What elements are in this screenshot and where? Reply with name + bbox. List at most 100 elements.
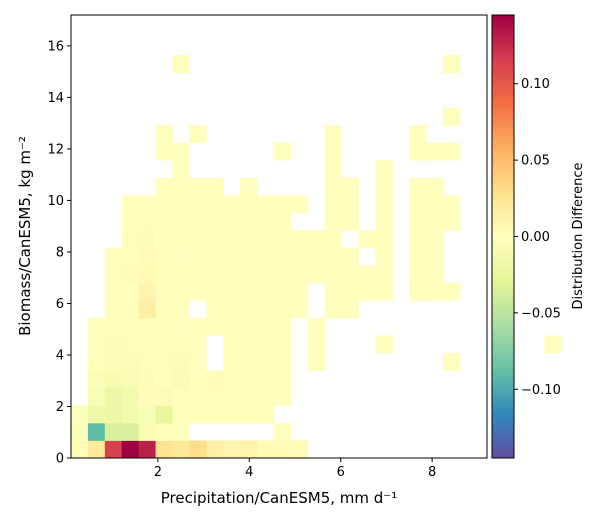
heatmap-cell bbox=[257, 195, 275, 214]
heatmap-cell bbox=[172, 160, 190, 179]
y-tick-label: 16 bbox=[47, 39, 64, 54]
x-tick-label: 6 bbox=[337, 465, 345, 480]
heatmap-cell bbox=[172, 247, 190, 266]
heatmap-cell bbox=[71, 422, 89, 441]
heatmap-cell bbox=[223, 212, 241, 231]
heatmap-cell bbox=[240, 440, 258, 459]
x-axis-ticks: 2 4 6 8 bbox=[154, 458, 436, 480]
heatmap-cell bbox=[443, 282, 461, 301]
heatmap-cell bbox=[273, 142, 292, 161]
y-tick-label: 6 bbox=[56, 297, 64, 312]
heatmap-cell bbox=[240, 282, 258, 301]
heatmap-cell bbox=[206, 405, 224, 424]
heatmap-cell bbox=[189, 125, 207, 144]
heatmap-cell bbox=[87, 352, 106, 371]
heatmap-cell bbox=[189, 370, 207, 389]
heatmap-cell bbox=[324, 195, 343, 214]
heatmap-cell bbox=[223, 282, 241, 301]
y-tick-label: 0 bbox=[56, 452, 64, 467]
heatmap-cell bbox=[341, 282, 359, 301]
heatmap-cell bbox=[358, 230, 376, 249]
heatmap-cell bbox=[206, 230, 224, 249]
heatmap-cell bbox=[223, 352, 241, 371]
heatmap-cell bbox=[443, 212, 461, 231]
heatmap-cell bbox=[172, 195, 190, 214]
heatmap-cell bbox=[257, 387, 275, 406]
heatmap-cell bbox=[240, 195, 258, 214]
heatmap-cell bbox=[206, 387, 224, 406]
heatmap-cell bbox=[409, 195, 427, 214]
heatmap-cell bbox=[426, 142, 444, 161]
heatmap-cell bbox=[87, 317, 106, 336]
heatmap-cell bbox=[341, 195, 359, 214]
heatmap-cell bbox=[155, 422, 173, 441]
heatmap-cell bbox=[273, 317, 292, 336]
heatmap-cell bbox=[189, 177, 207, 196]
heatmap-cell bbox=[257, 440, 275, 459]
heatmap-cell bbox=[155, 300, 173, 319]
heatmap-cell bbox=[189, 317, 207, 336]
heatmap-cell bbox=[273, 195, 292, 214]
heatmap-cell bbox=[273, 282, 292, 301]
colorbar bbox=[491, 14, 515, 459]
heatmap-cell bbox=[172, 212, 190, 231]
heatmap-cell bbox=[172, 422, 190, 441]
heatmap-cell bbox=[138, 405, 156, 424]
heatmap-cell bbox=[223, 317, 241, 336]
heatmap-cell bbox=[172, 265, 190, 284]
heatmap-cell bbox=[206, 195, 224, 214]
heatmap-cell bbox=[375, 282, 393, 301]
heatmap-cell bbox=[138, 335, 156, 354]
heatmap-cell bbox=[240, 317, 258, 336]
heatmap-cell bbox=[172, 370, 190, 389]
heatmap-cell bbox=[240, 247, 258, 266]
heatmap-cell bbox=[71, 440, 89, 459]
heatmap-cell bbox=[189, 387, 207, 406]
heatmap-cell bbox=[138, 422, 156, 441]
heatmap-cell bbox=[341, 265, 359, 284]
heatmap-cell bbox=[189, 282, 207, 301]
heatmap-cell bbox=[189, 405, 207, 424]
heatmap-cell bbox=[189, 212, 207, 231]
heatmap-cell bbox=[189, 440, 207, 459]
heatmap-cell bbox=[544, 335, 562, 354]
heatmap-cell bbox=[104, 422, 123, 441]
heatmap-cell bbox=[426, 230, 444, 249]
heatmap-cell bbox=[172, 335, 190, 354]
heatmap-cell bbox=[240, 212, 258, 231]
heatmap-cell bbox=[104, 370, 123, 389]
heatmap-cell bbox=[155, 440, 173, 459]
y-axis-label: Biomass/CanESM5, kg m⁻² bbox=[16, 136, 34, 336]
heatmap-cell bbox=[257, 212, 275, 231]
heatmap-cell bbox=[155, 247, 173, 266]
heatmap-cell bbox=[257, 370, 275, 389]
heatmap-cell bbox=[409, 247, 427, 266]
heatmap-cell bbox=[206, 282, 224, 301]
heatmap-cell bbox=[375, 335, 393, 354]
heatmap-cell bbox=[104, 265, 123, 284]
heatmap-cell bbox=[189, 230, 207, 249]
heatmap-cell bbox=[121, 282, 140, 301]
heatmap-cell bbox=[121, 265, 140, 284]
heatmap-cell bbox=[240, 177, 258, 196]
heatmap-cell bbox=[307, 265, 326, 284]
heatmap-cell bbox=[87, 370, 106, 389]
heatmap-cell bbox=[426, 195, 444, 214]
heatmap-cell bbox=[121, 195, 140, 214]
heatmap-cell bbox=[324, 212, 343, 231]
heatmap-cell bbox=[172, 405, 190, 424]
heatmap-cell bbox=[307, 247, 326, 266]
heatmap-cell bbox=[426, 177, 444, 196]
y-tick-label: 12 bbox=[47, 142, 64, 157]
heatmap-cell bbox=[206, 177, 224, 196]
heatmap-cell bbox=[273, 422, 292, 441]
heatmap-cell bbox=[155, 177, 173, 196]
heatmap-cell bbox=[290, 230, 309, 249]
x-axis-label: Precipitation/CanESM5, mm d⁻¹ bbox=[161, 489, 397, 507]
heatmap-cell bbox=[375, 160, 393, 179]
heatmap-cell bbox=[324, 265, 343, 284]
heatmap-cell bbox=[409, 265, 427, 284]
heatmap-cell bbox=[324, 142, 343, 161]
heatmap-cell bbox=[240, 352, 258, 371]
heatmap-cell bbox=[104, 440, 123, 459]
